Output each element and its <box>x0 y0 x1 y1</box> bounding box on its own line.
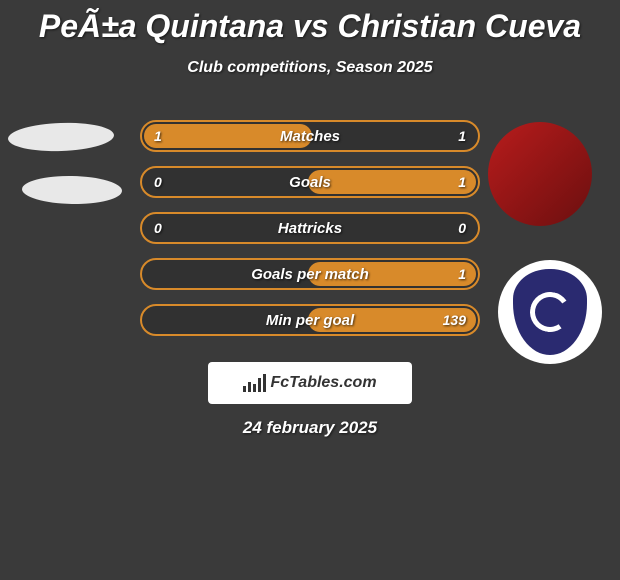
crest-letter-c <box>527 289 573 335</box>
stat-label: Matches <box>142 128 478 145</box>
stats-container: 1 Matches 1 0 Goals 1 0 Hattricks 0 Goal… <box>140 120 480 350</box>
stat-right-value: 139 <box>443 312 466 328</box>
stat-label: Goals <box>142 174 478 191</box>
brand-text: FcTables.com <box>270 374 376 392</box>
stat-label: Hattricks <box>142 220 478 237</box>
stat-right-value: 0 <box>458 220 466 236</box>
player-right-avatar-2 <box>498 260 602 364</box>
club-crest <box>513 269 587 355</box>
bar-chart-icon <box>243 374 266 392</box>
date-text: 24 february 2025 <box>0 418 620 438</box>
player-left-avatar-2 <box>22 175 122 205</box>
page-subtitle: Club competitions, Season 2025 <box>0 45 620 77</box>
stat-right-value: 1 <box>458 128 466 144</box>
player-right-avatar-1 <box>488 122 592 226</box>
player-left-avatar-1 <box>8 121 115 153</box>
page-title: PeÃ±a Quintana vs Christian Cueva <box>0 0 620 45</box>
stat-right-value: 1 <box>458 266 466 282</box>
stat-row-hattricks: 0 Hattricks 0 <box>140 212 480 244</box>
stat-row-goals-per-match: Goals per match 1 <box>140 258 480 290</box>
stat-label: Goals per match <box>142 266 478 283</box>
stat-row-matches: 1 Matches 1 <box>140 120 480 152</box>
stat-label: Min per goal <box>142 312 478 329</box>
fctables-badge[interactable]: FcTables.com <box>208 362 412 404</box>
stat-row-min-per-goal: Min per goal 139 <box>140 304 480 336</box>
stat-right-value: 1 <box>458 174 466 190</box>
stat-row-goals: 0 Goals 1 <box>140 166 480 198</box>
